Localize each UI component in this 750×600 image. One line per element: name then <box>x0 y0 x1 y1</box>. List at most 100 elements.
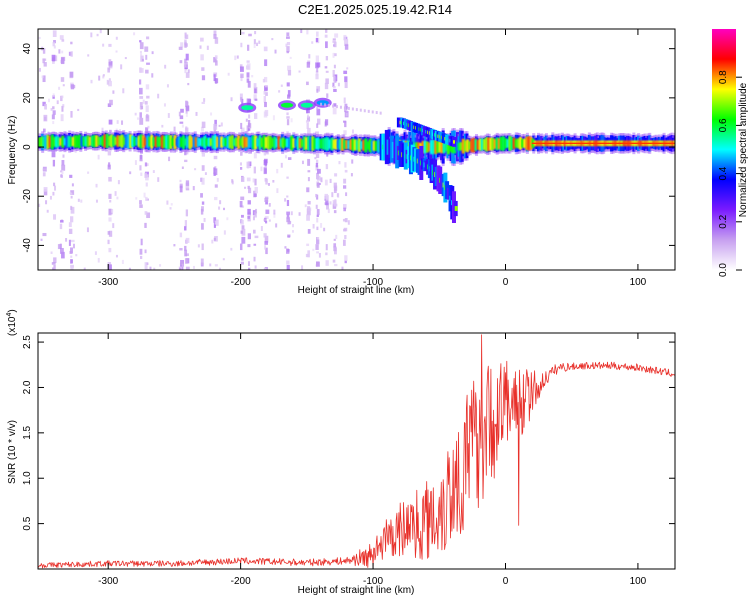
spectrogram-noise-cell <box>52 106 55 110</box>
spectrogram-noise-cell <box>263 90 266 95</box>
spectrogram-noise-cell <box>53 214 57 220</box>
spectrogram-noise-cell <box>142 99 145 104</box>
spectrogram-core-cell <box>296 136 300 150</box>
spectrogram-core-cell <box>213 135 217 150</box>
spectrogram-noise-cell <box>246 72 250 78</box>
spectrogram-noise-cell <box>179 115 184 120</box>
spectrogram-noise-cell <box>173 126 176 132</box>
spectrogram-noise-cell <box>214 37 219 44</box>
spectrogram-noise-cell <box>325 41 328 49</box>
spectrogram-core-cell <box>521 139 525 148</box>
spectrogram-noise-cell <box>343 130 347 136</box>
spectrogram-noise-cell <box>213 237 216 241</box>
spectrogram-noise-cell <box>42 75 46 83</box>
spectrogram-noise-cell <box>315 162 318 168</box>
spectrogram-noise-cell <box>195 111 198 116</box>
snr-series-line <box>38 334 675 569</box>
spectrogram-noise-cell <box>214 236 218 242</box>
spectrogram-core-cell <box>175 138 179 146</box>
spectrogram-noise-cell <box>61 251 65 259</box>
spectrogram-core-cell <box>504 138 508 149</box>
spectrogram-noise-cell <box>209 263 212 267</box>
spectrogram-noise-cell <box>200 208 204 215</box>
spectrogram-noise-cell <box>60 59 65 64</box>
spectrogram-noise-cell <box>70 205 73 210</box>
spectrogram-noise-cell <box>315 74 319 80</box>
spectrogram-noise-cell <box>112 223 115 229</box>
spectrogram-noise-cell <box>286 112 289 116</box>
spectrogram-noise-cell <box>334 53 337 57</box>
spectrogram-noise-cell <box>181 124 184 128</box>
spectrogram-noise-cell <box>70 41 73 45</box>
spectrogram-noise-cell <box>284 246 287 249</box>
spectrogram-core-cell <box>338 138 342 151</box>
spectrogram-core-cell <box>430 139 433 155</box>
spectrogram-core-cell <box>52 136 56 147</box>
spectrogram-noise-cell <box>153 267 156 270</box>
spectrogram-noise-cell <box>344 260 347 264</box>
spectrogram-core-cell <box>84 136 88 147</box>
spectrogram-noise-cell <box>316 123 319 128</box>
spectrogram-noise-cell <box>133 32 136 36</box>
spectrogram-noise-cell <box>315 70 319 76</box>
spectrogram-noise-cell <box>75 254 78 257</box>
spectrogram-noise-cell <box>332 86 336 89</box>
spectrogram-noise-cell <box>240 196 245 201</box>
spectrogram-noise-cell <box>179 60 183 64</box>
spectrogram-noise-cell <box>140 55 144 62</box>
spectrogram-core-cell <box>436 141 440 153</box>
spectrogram-noise-cell <box>343 204 347 209</box>
spectrogram-core-cell <box>307 136 311 151</box>
colorbar-tick-label: 0.6 <box>718 118 729 132</box>
spectrogram-noise-cell <box>263 152 266 156</box>
spectrogram-core-cell <box>232 138 236 146</box>
spectrogram-noise-cell <box>179 232 183 238</box>
spectrogram-core-cell <box>266 135 270 150</box>
spectrogram-noise-cell <box>286 41 291 46</box>
spectrogram-core-cell <box>245 137 249 148</box>
spectrogram-core-cell <box>461 138 465 154</box>
spectrogram-core-cell <box>273 136 277 150</box>
spectrogram-noise-cell <box>332 259 336 263</box>
spectrogram-noise-cell <box>185 127 189 134</box>
spectrogram-core-cell <box>131 135 135 147</box>
spectrogram-noise-cell <box>144 101 148 105</box>
spectrogram-noise-cell <box>159 264 162 267</box>
spectrogram-noise-cell <box>304 204 307 208</box>
spectrogram-noise-cell <box>114 191 117 196</box>
spectrogram-noise-cell <box>108 264 112 270</box>
spectrogram-noise-cell <box>343 227 348 232</box>
spectrogram-noise-cell <box>46 209 49 213</box>
spectrogram-noise-cell <box>70 239 75 243</box>
spectrogram-noise-cell <box>289 56 292 59</box>
spectrogram-noise-cell <box>246 177 251 182</box>
spectrogram-core-cell <box>42 136 46 148</box>
spectrogram-noise-cell <box>379 111 382 115</box>
spectrogram-noise-cell <box>287 235 291 238</box>
spectrogram-core-cell <box>179 137 183 148</box>
spectrogram-noise-cell <box>316 261 319 266</box>
spectrogram-noise-cell <box>50 108 53 111</box>
spectrogram-core-cell <box>258 135 262 150</box>
spectrogram-noise-cell <box>201 101 205 104</box>
spectrogram-feature <box>241 105 254 111</box>
snr-y-tick-label: 0.5 <box>22 516 33 530</box>
spectrogram-noise-cell <box>180 108 184 113</box>
spectrogram-core-cell <box>334 138 338 150</box>
spectrogram-core-cell <box>192 136 196 148</box>
spectrogram-noise-cell <box>333 88 337 92</box>
snr-x-label: Height of straight line (km) <box>298 585 415 596</box>
spectrogram-noise-cell <box>181 166 184 169</box>
spectrogram-noise-cell <box>264 216 269 220</box>
spectrogram-noise-cell <box>286 116 290 119</box>
spectrogram-noise-cell <box>184 258 188 264</box>
spectrogram-noise-cell <box>316 62 321 68</box>
spectrogram-noise-cell <box>145 84 150 90</box>
spectrogram-noise-cell <box>325 252 328 256</box>
spectrogram-core-cell <box>107 135 111 147</box>
spectrogram-noise-cell <box>107 231 110 235</box>
spectrogram-core-cell <box>288 137 292 149</box>
spectrogram-noise-cell <box>345 106 348 109</box>
spectrogram-noise-cell <box>264 198 269 202</box>
spectrogram-noise-cell <box>61 105 64 112</box>
